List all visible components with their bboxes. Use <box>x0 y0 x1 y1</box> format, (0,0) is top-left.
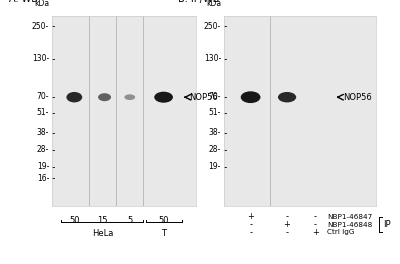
Text: IP: IP <box>384 220 391 229</box>
Text: 250-: 250- <box>204 22 221 31</box>
Text: 16-: 16- <box>37 174 49 183</box>
Ellipse shape <box>154 92 173 103</box>
Text: NBP1-46848: NBP1-46848 <box>327 221 373 228</box>
Text: +: + <box>312 228 319 237</box>
Text: Ctrl IgG: Ctrl IgG <box>327 229 355 235</box>
Text: T: T <box>161 229 166 238</box>
Text: 5: 5 <box>127 216 132 225</box>
Ellipse shape <box>66 92 82 102</box>
Text: NOP56: NOP56 <box>190 93 218 102</box>
Text: NOP56: NOP56 <box>343 93 372 102</box>
Ellipse shape <box>241 91 260 103</box>
Ellipse shape <box>124 94 135 100</box>
Text: -: - <box>249 220 252 229</box>
Text: 70-: 70- <box>37 92 49 101</box>
Text: 130-: 130- <box>204 54 221 63</box>
Text: NBP1-46847: NBP1-46847 <box>327 214 373 220</box>
Text: 70-: 70- <box>208 92 221 101</box>
Text: A. WB: A. WB <box>9 0 38 4</box>
Text: kDa: kDa <box>206 0 221 8</box>
Text: 250-: 250- <box>32 22 49 31</box>
Text: 38-: 38- <box>37 128 49 137</box>
Text: 19-: 19- <box>37 162 49 171</box>
Text: -: - <box>314 213 317 221</box>
Text: +: + <box>284 220 290 229</box>
Text: 50: 50 <box>69 216 80 225</box>
Ellipse shape <box>98 93 111 101</box>
Text: +: + <box>247 213 254 221</box>
Text: 50: 50 <box>158 216 169 225</box>
Text: kDa: kDa <box>34 0 49 8</box>
Text: -: - <box>286 213 288 221</box>
Text: 130-: 130- <box>32 54 49 63</box>
Text: 15: 15 <box>97 216 108 225</box>
Text: 51-: 51- <box>37 108 49 117</box>
Text: 19-: 19- <box>208 162 221 171</box>
Text: -: - <box>314 220 317 229</box>
Text: 38-: 38- <box>208 128 221 137</box>
Ellipse shape <box>278 92 296 102</box>
Text: -: - <box>249 228 252 237</box>
Text: HeLa: HeLa <box>92 229 113 238</box>
Text: B. IP/WB: B. IP/WB <box>178 0 220 4</box>
Text: -: - <box>286 228 288 237</box>
Text: 28-: 28- <box>209 145 221 154</box>
Text: 51-: 51- <box>208 108 221 117</box>
Text: 28-: 28- <box>37 145 49 154</box>
